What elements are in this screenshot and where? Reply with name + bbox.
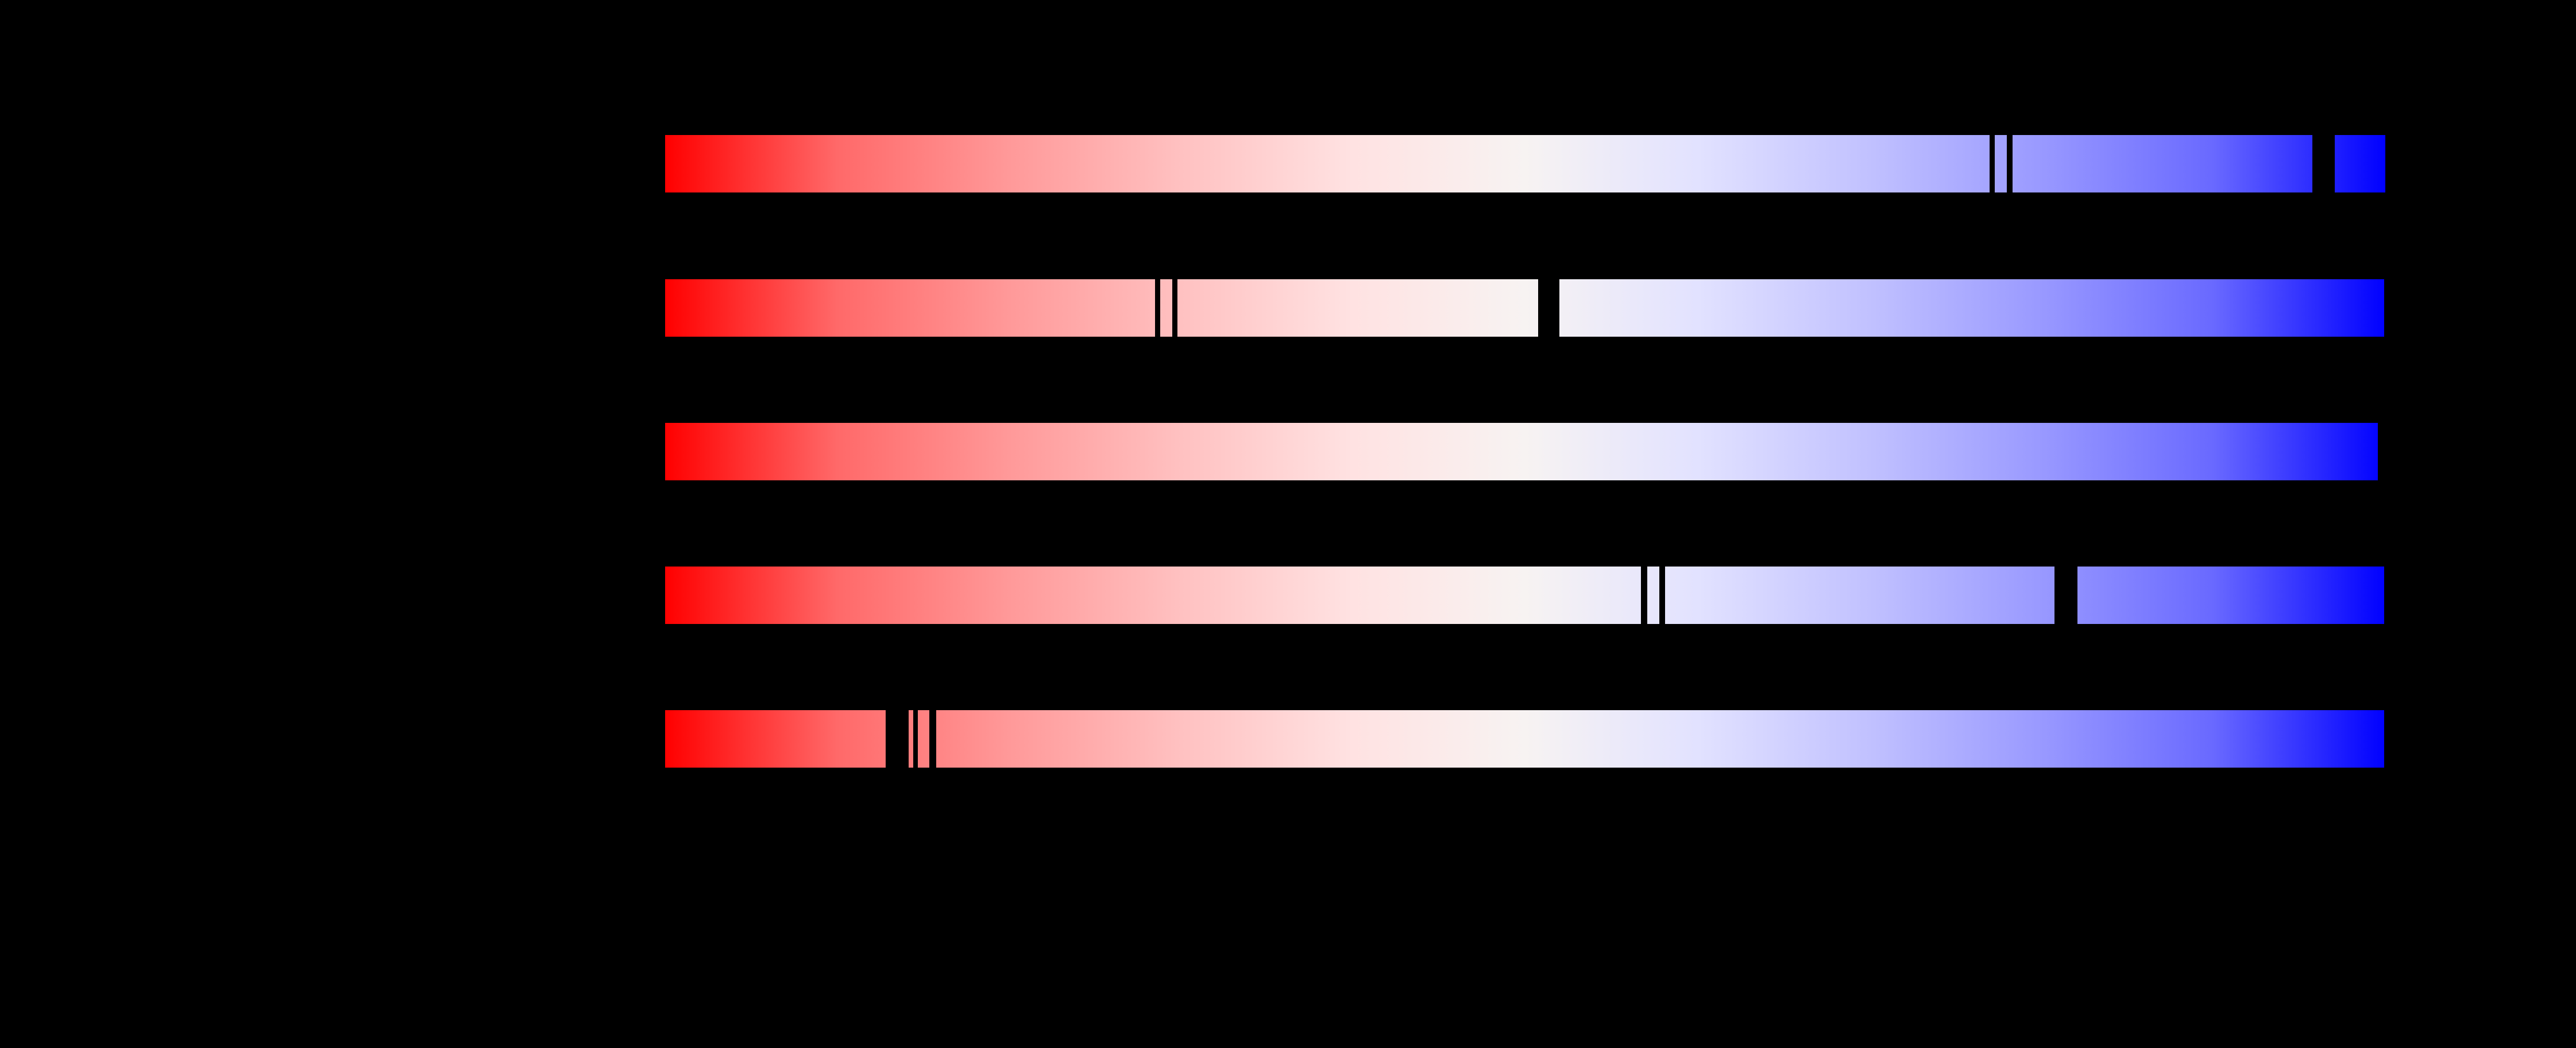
gradient-bar-row xyxy=(665,279,2385,337)
gradient-bar-row xyxy=(665,567,2385,624)
bar-segment xyxy=(918,710,929,768)
bar-segment xyxy=(1647,567,1659,624)
bar-segment xyxy=(2077,567,2384,624)
bar-segment xyxy=(665,135,1990,192)
bar-segment xyxy=(665,710,886,768)
bar-segment xyxy=(1995,135,2007,192)
bar-segment xyxy=(1177,279,1538,337)
bar-segment xyxy=(2013,135,2312,192)
bar-segment xyxy=(1559,279,2384,337)
bar-segment xyxy=(909,710,913,768)
gradient-bar-row xyxy=(665,423,2385,480)
bar-segment xyxy=(936,710,2384,768)
bar-segment xyxy=(1160,279,1172,337)
gradient-bar-row xyxy=(665,710,2385,768)
bar-segment xyxy=(665,567,1641,624)
bar-segment xyxy=(665,279,1155,337)
bar-segment xyxy=(2335,135,2385,192)
bar-segment xyxy=(1665,567,2054,624)
gradient-bar-row xyxy=(665,135,2385,192)
bar-segment xyxy=(665,423,2378,480)
